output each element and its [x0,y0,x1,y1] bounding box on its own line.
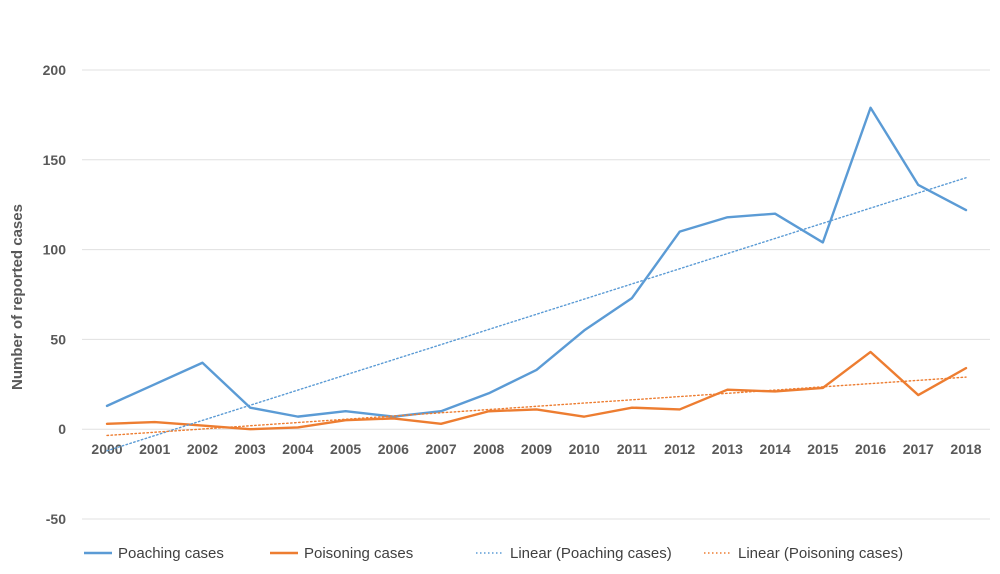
x-tick-label: 2009 [521,441,552,457]
x-tick-label: 2017 [903,441,934,457]
legend-label: Poaching cases [118,545,224,562]
x-tick-label: 2001 [139,441,170,457]
series-line [105,350,968,431]
legend-label: Linear (Poaching cases) [510,545,672,562]
x-tick-label: 2006 [378,441,409,457]
x-tick-label: 2007 [425,441,456,457]
y-tick-label: 150 [43,152,67,168]
y-tick-label: 100 [43,242,67,258]
legend-label: Poisoning cases [304,545,413,562]
series-lines [105,106,968,452]
x-axis-ticks: 2000 2001 2002 2003 2004 2005 2006 2007 2008 2009… [91,441,981,457]
x-tick-label: 2016 [855,441,886,457]
trendline [106,376,967,437]
legend: Poaching cases Poisoning cases Linear (Poa… [84,545,903,562]
x-tick-label: 2012 [664,441,695,457]
x-tick-label: 2018 [950,441,981,457]
x-tick-label: 2015 [807,441,838,457]
y-tick-label: -50 [46,511,66,527]
y-axis-title: Number of reported cases [9,204,26,390]
x-tick-label: 2000 [91,441,122,457]
x-tick-label: 2002 [187,441,218,457]
series-line [105,106,968,418]
x-tick-label: 2008 [473,441,504,457]
y-tick-label: 50 [50,331,66,347]
y-tick-label: 200 [43,62,67,78]
x-tick-label: 2013 [712,441,743,457]
x-tick-label: 2010 [569,441,600,457]
gridlines [82,69,990,520]
legend-label: Linear (Poisoning cases) [738,545,903,562]
y-axis-ticks: -50 0 50 100 150 200 [43,62,67,527]
x-tick-label: 2005 [330,441,361,457]
x-tick-label: 2003 [235,441,266,457]
x-tick-label: 2014 [760,441,791,457]
x-tick-label: 2004 [282,441,313,457]
x-tick-label: 2011 [617,441,648,457]
y-tick-label: 0 [58,421,66,437]
